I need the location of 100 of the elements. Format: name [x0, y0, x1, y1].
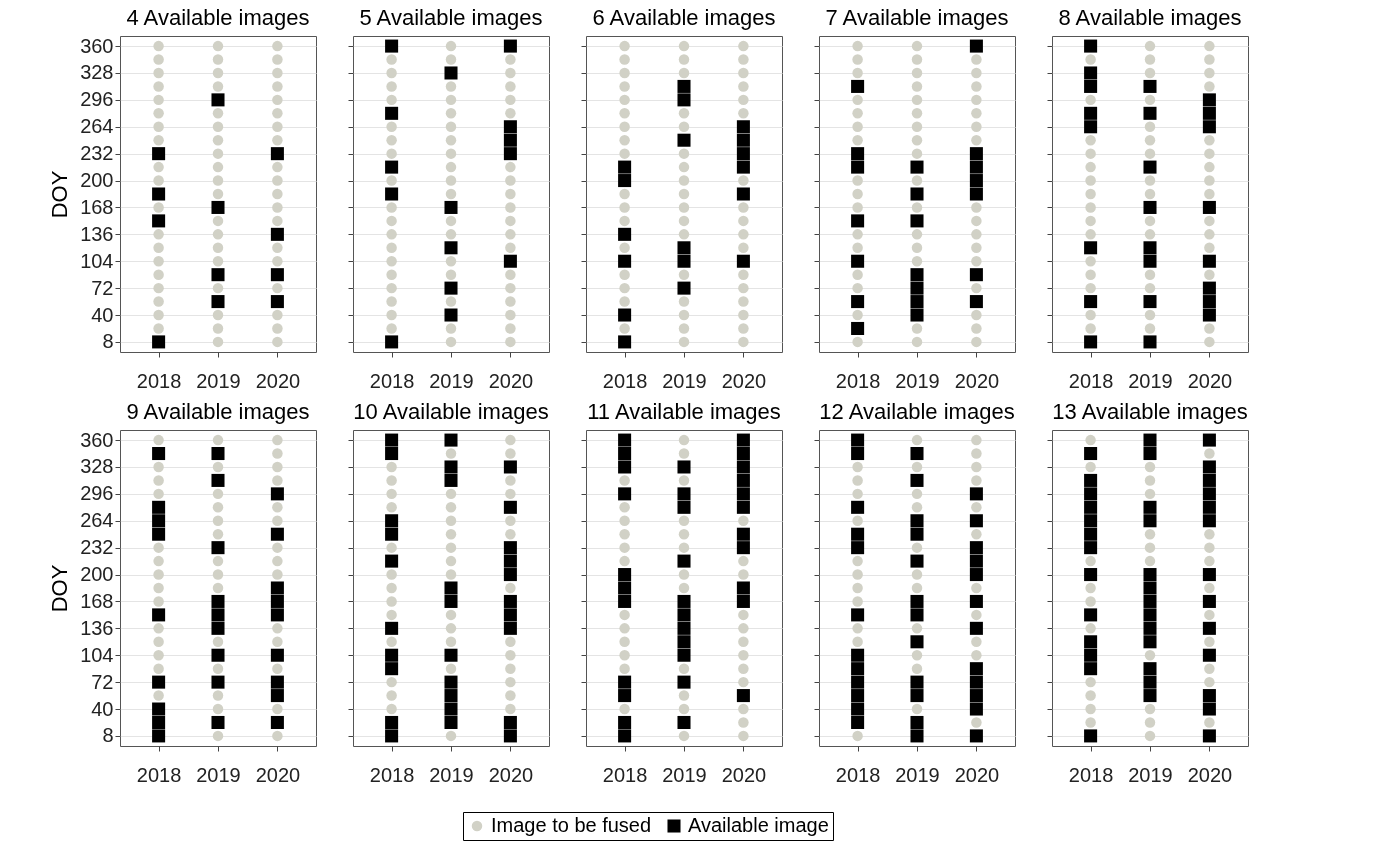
point — [677, 281, 691, 295]
point — [911, 242, 923, 254]
point — [619, 134, 630, 146]
point — [910, 295, 924, 309]
point — [1202, 473, 1216, 487]
point — [1085, 623, 1096, 634]
point — [153, 323, 164, 334]
point — [1144, 121, 1156, 132]
point — [270, 527, 284, 541]
y-tick-label: 72 — [91, 670, 114, 693]
point — [153, 256, 164, 267]
point — [272, 161, 283, 173]
point — [677, 79, 691, 93]
point — [503, 147, 517, 161]
point — [1143, 160, 1157, 174]
point — [505, 309, 516, 321]
point — [272, 309, 283, 321]
point — [153, 636, 164, 648]
point — [211, 541, 225, 555]
point — [1084, 541, 1098, 555]
point — [386, 134, 397, 146]
point — [386, 569, 397, 580]
point — [852, 188, 863, 200]
point — [1204, 717, 1215, 728]
point — [445, 555, 457, 567]
point — [852, 121, 863, 132]
point — [272, 242, 283, 254]
point — [445, 296, 457, 307]
point — [153, 555, 164, 567]
point — [678, 269, 690, 280]
point — [969, 594, 983, 608]
point — [677, 500, 691, 514]
point — [971, 242, 982, 254]
point — [971, 67, 982, 79]
point — [852, 596, 863, 607]
point — [738, 650, 749, 661]
point — [618, 568, 632, 582]
point — [852, 336, 863, 348]
point — [1084, 79, 1098, 93]
point — [212, 242, 224, 254]
point — [678, 475, 690, 486]
point — [619, 703, 630, 715]
point — [1144, 134, 1156, 146]
point — [445, 229, 457, 240]
x-tick-label: 2019 — [662, 369, 707, 392]
point — [385, 433, 399, 447]
point — [911, 256, 923, 267]
point — [1085, 229, 1096, 240]
point — [852, 309, 863, 321]
point — [1144, 215, 1156, 227]
point — [1084, 729, 1098, 743]
x-tick-label: 2020 — [954, 763, 1000, 786]
point — [971, 309, 982, 321]
point — [1144, 528, 1156, 540]
point — [445, 636, 457, 648]
point — [678, 148, 690, 159]
point — [386, 636, 397, 648]
point — [386, 229, 397, 240]
point — [1202, 487, 1216, 501]
x-tick-label: 2020 — [1187, 369, 1233, 392]
point — [677, 93, 691, 107]
point — [505, 108, 516, 119]
point — [445, 188, 457, 200]
point — [738, 202, 749, 213]
point — [619, 54, 630, 65]
point — [738, 676, 749, 688]
point — [386, 690, 397, 701]
point — [971, 650, 982, 661]
point — [911, 175, 923, 186]
point — [736, 581, 750, 595]
point — [1204, 528, 1215, 540]
point — [1084, 487, 1098, 501]
y-tick-label: 296 — [80, 482, 114, 505]
point — [971, 215, 982, 227]
point — [385, 729, 399, 743]
point — [505, 582, 516, 594]
point — [445, 730, 457, 742]
point — [910, 473, 924, 487]
point — [503, 133, 517, 147]
point — [1143, 500, 1157, 514]
point — [270, 715, 284, 729]
point — [851, 214, 865, 228]
point — [1143, 594, 1157, 608]
point — [1202, 621, 1216, 635]
point — [272, 54, 283, 65]
point — [385, 335, 399, 349]
point — [1085, 215, 1096, 227]
point — [445, 134, 457, 146]
point — [212, 555, 224, 567]
point — [270, 295, 284, 309]
point — [212, 528, 224, 540]
point — [910, 281, 924, 295]
point — [678, 296, 690, 307]
point — [505, 81, 516, 92]
point — [969, 689, 983, 703]
point — [678, 40, 690, 52]
point — [1144, 488, 1156, 500]
point — [212, 121, 224, 132]
point — [619, 94, 630, 106]
point — [971, 229, 982, 240]
